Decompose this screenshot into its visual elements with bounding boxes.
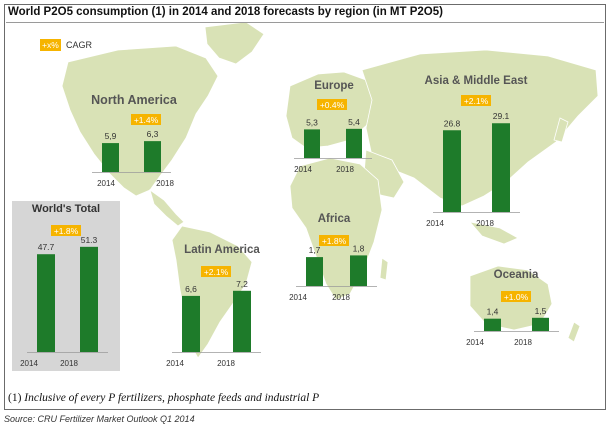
europe-bar-2018 [346, 128, 362, 158]
oceania-cagr-chip [501, 291, 531, 302]
latin-america-bar-2018 [233, 290, 251, 352]
map-japan [553, 117, 569, 143]
latin-america-year-2018: 2018 [217, 359, 235, 368]
europe-bar-2014 [304, 129, 320, 158]
map-greenland [204, 21, 265, 65]
europe-year-2018: 2018 [336, 165, 354, 174]
north-america-year-2014: 2014 [97, 179, 115, 188]
asia-middle-east-bar-2014 [443, 130, 461, 212]
north-america-cagr-label: +1.4% [134, 115, 159, 125]
oceania-title: Oceania [494, 269, 539, 281]
world-s-total-bar-2014 [37, 254, 55, 352]
europe-year-2014: 2014 [294, 165, 312, 174]
title-divider [6, 22, 604, 23]
map-new-zealand [567, 321, 581, 343]
legend-cagr-chip: +x% [40, 39, 61, 51]
latin-america-year-2014: 2014 [166, 359, 184, 368]
africa-cagr-label: +1.8% [322, 236, 347, 246]
north-america-value-2018: 6,3 [147, 129, 159, 139]
asia-middle-east-title: Asia & Middle East [425, 75, 528, 87]
asia-middle-east-cagr-label: +2.1% [464, 96, 489, 106]
latin-america-bar-2014 [182, 295, 200, 352]
oceania-year-2018: 2018 [514, 338, 532, 347]
africa-bar-2018 [350, 255, 367, 286]
oceania-value-2014: 1,4 [487, 307, 499, 317]
world-s-total-cagr-chip [51, 225, 81, 236]
world-s-total-year-2018: 2018 [60, 359, 78, 368]
africa-value-2014: 1,7 [309, 245, 321, 255]
world-s-total-value-2014: 47.7 [38, 242, 55, 252]
world-s-total-cagr-label: +1.8% [54, 226, 79, 236]
latin-america-cagr-chip [201, 266, 231, 277]
europe-cagr-label: +0.4% [320, 100, 345, 110]
europe-value-2014: 5,3 [306, 117, 318, 127]
africa-year-2018: 2018 [332, 293, 350, 302]
legend-cagr-label: CAGR [66, 40, 93, 50]
africa-title: Africa [318, 213, 351, 225]
chart-title: World P2O5 consumption (1) in 2014 and 2… [8, 6, 443, 18]
latin-america-cagr-label: +2.1% [204, 267, 229, 277]
africa-year-2014: 2014 [289, 293, 307, 302]
africa-cagr-chip [319, 235, 349, 246]
asia-middle-east-year-2018: 2018 [476, 219, 494, 228]
north-america-bar-2014 [102, 143, 119, 172]
latin-america-title: Latin America [184, 244, 260, 256]
latin-america-value-2014: 6,6 [185, 284, 197, 294]
source-note: Source: CRU Fertilizer Market Outlook Q1… [4, 414, 195, 424]
asia-middle-east-value-2018: 29.1 [493, 111, 510, 121]
map-madagascar [379, 257, 389, 281]
map-indonesia [468, 221, 519, 245]
asia-middle-east-bar-2018 [492, 123, 510, 212]
asia-middle-east-value-2014: 26.8 [444, 118, 461, 128]
world-s-total-value-2018: 51.3 [81, 235, 98, 245]
europe-cagr-chip [317, 99, 347, 110]
europe-value-2018: 5,4 [348, 117, 360, 127]
oceania-value-2018: 1,5 [535, 306, 547, 316]
oceania-bar-2018 [532, 317, 549, 331]
north-america-cagr-chip [131, 114, 161, 125]
north-america-year-2018: 2018 [156, 179, 174, 188]
africa-value-2018: 1,8 [353, 243, 365, 253]
footnote: (1) Inclusive of every P fertilizers, ph… [8, 392, 319, 404]
map-central-america [149, 189, 185, 227]
world-s-total-year-2014: 2014 [20, 359, 38, 368]
oceania-year-2014: 2014 [466, 338, 484, 347]
footnote-marker: (1) [8, 392, 22, 404]
africa-bar-2014 [306, 257, 323, 286]
north-america-value-2014: 5,9 [105, 131, 117, 141]
north-america-bar-2018 [144, 141, 161, 172]
asia-middle-east-cagr-chip [461, 95, 491, 106]
world-s-total-title: World's Total [32, 203, 100, 215]
oceania-cagr-label: +1.0% [504, 292, 529, 302]
world-s-total-bar-2018 [80, 246, 98, 352]
asia-middle-east-year-2014: 2014 [426, 219, 444, 228]
north-america-title: North America [91, 93, 178, 107]
oceania-bar-2014 [484, 318, 501, 331]
europe-title: Europe [314, 80, 354, 92]
footnote-text: Inclusive of every P fertilizers, phosph… [21, 392, 320, 404]
latin-america-value-2018: 7,2 [236, 279, 248, 289]
